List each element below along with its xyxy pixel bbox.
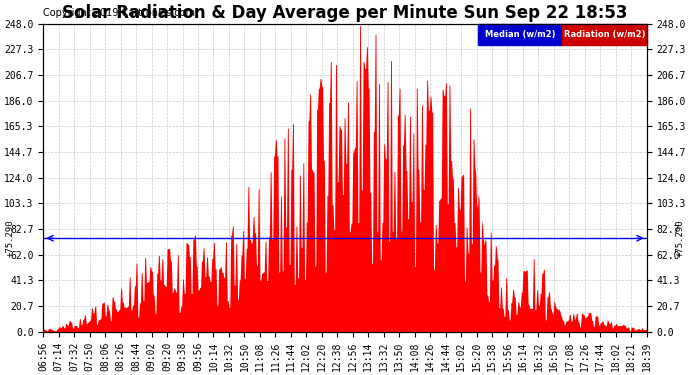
Title: Solar Radiation & Day Average per Minute Sun Sep 22 18:53: Solar Radiation & Day Average per Minute… [62, 4, 628, 22]
Text: +75.290: +75.290 [6, 219, 14, 257]
Text: +75.290: +75.290 [676, 219, 684, 257]
Text: Copyright 2019 Cartronics.com: Copyright 2019 Cartronics.com [43, 8, 195, 18]
